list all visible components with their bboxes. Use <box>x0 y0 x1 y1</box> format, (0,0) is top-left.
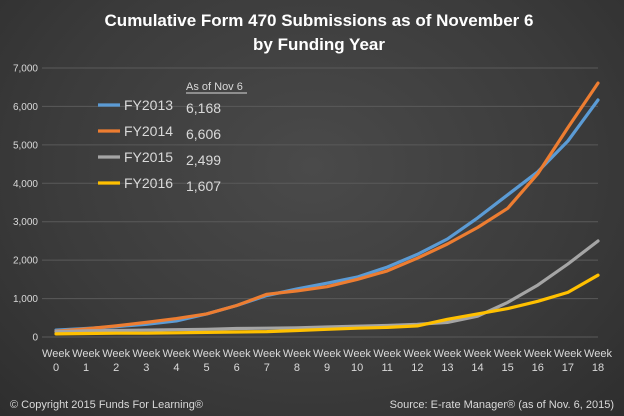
x-tick-label: Week 2 <box>102 348 130 374</box>
y-tick-label: 2,000 <box>13 256 38 267</box>
legend-series-value: 6,168 <box>186 100 221 116</box>
x-tick-label: Week 4 <box>162 348 190 374</box>
copyright-footer: © Copyright 2015 Funds For Learning® <box>10 399 203 411</box>
x-tick-label: Week 13 <box>433 348 461 374</box>
y-tick-label: 0 <box>32 333 38 344</box>
grid-layer <box>42 67 598 338</box>
x-tick-label: Week 1 <box>72 348 100 374</box>
legend-series-name: FY2016 <box>124 175 173 191</box>
x-tick-label: Week 14 <box>464 348 492 374</box>
legend-series-value: 2,499 <box>186 152 221 168</box>
legend-series-name: FY2013 <box>124 97 173 113</box>
x-tick-label: Week 17 <box>554 348 582 374</box>
x-tick-label: Week 6 <box>223 348 251 374</box>
chart-title: Cumulative Form 470 Submissions as of No… <box>105 11 534 30</box>
x-tick-label: Week 0 <box>42 348 70 374</box>
source-footer: Source: E-rate Manager® (as of Nov. 6, 2… <box>390 399 614 411</box>
x-tick-label: Week 12 <box>403 348 431 374</box>
series-line-fy2013 <box>54 98 600 332</box>
series-line-fy2016 <box>54 273 600 336</box>
y-tick-label: 6,000 <box>13 102 38 113</box>
series-line-fy2015 <box>54 239 600 334</box>
y-tick-label: 5,000 <box>13 140 38 151</box>
series-lines <box>54 81 600 336</box>
x-tick-label: Week 9 <box>313 348 341 374</box>
x-tick-label: Week 11 <box>373 348 401 374</box>
legend-series-name: FY2015 <box>124 149 173 165</box>
x-tick-label: Week 10 <box>343 348 371 374</box>
x-tick-label: Week 18 <box>584 348 612 374</box>
legend-series-value: 1,607 <box>186 178 221 194</box>
series-line-fy2014 <box>54 81 600 333</box>
chart-subtitle: by Funding Year <box>253 35 385 54</box>
y-tick-label: 1,000 <box>13 294 38 305</box>
x-tick-label: Week 3 <box>132 348 160 374</box>
legend-series-name: FY2014 <box>124 123 173 139</box>
x-tick-label: Week 15 <box>494 348 522 374</box>
x-tick-label: Week 7 <box>253 348 281 374</box>
x-tick-label: Week 16 <box>524 348 552 374</box>
y-tick-label: 4,000 <box>13 179 38 190</box>
y-tick-label: 7,000 <box>13 64 38 75</box>
y-tick-label: 3,000 <box>13 217 38 228</box>
legend-series-value: 6,606 <box>186 126 221 142</box>
x-tick-label: Week 8 <box>283 348 311 374</box>
x-tick-label: Week 5 <box>193 348 221 374</box>
y-axis-ticks: 0 1,000 2,000 3,000 4,000 5,000 6,000 7,000 <box>13 64 38 344</box>
legend: FY2013 6,168 FY2014 6,606 FY2015 2,499 FY2016 1… <box>98 97 221 194</box>
legend-header: As of Nov 6 <box>186 81 243 93</box>
